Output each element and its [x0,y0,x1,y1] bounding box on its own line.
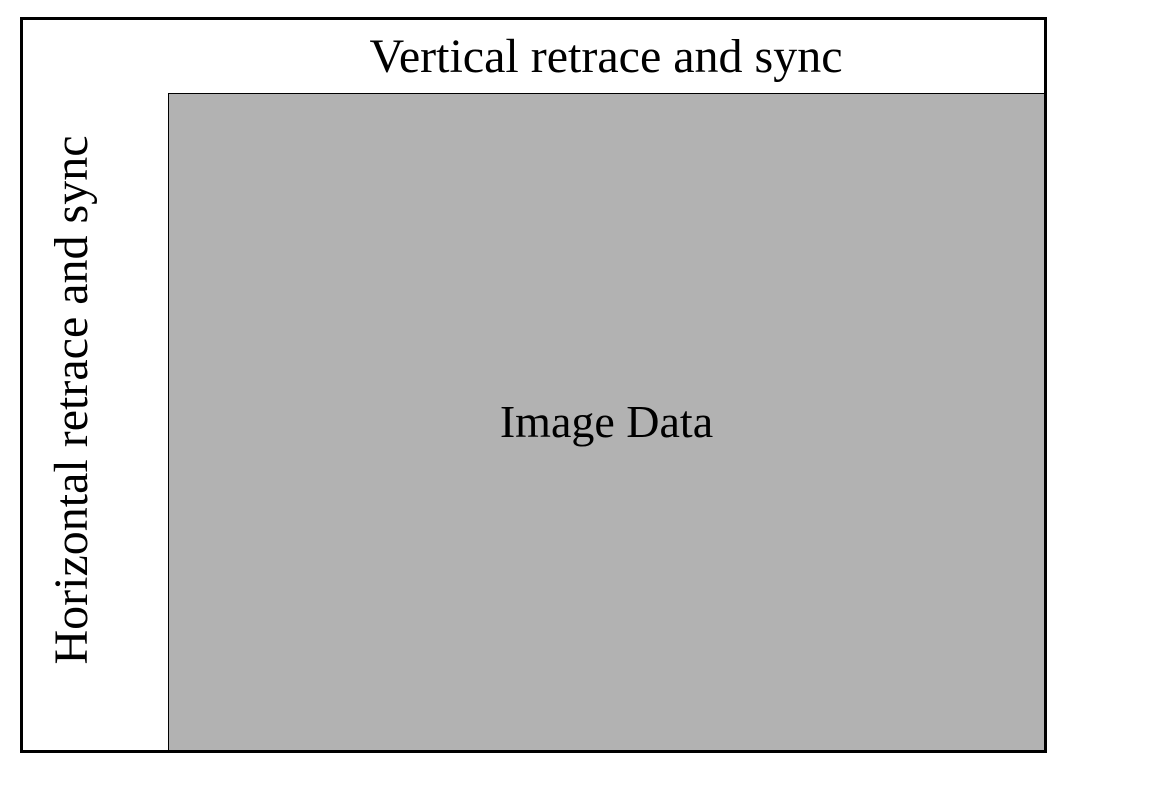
image-data-label: Image Data [499,396,714,447]
horizontal-retrace-label: Horizontal retrace and sync [45,135,98,665]
frame-diagram: Vertical retrace and sync Image Data [20,17,1047,753]
vertical-retrace-label: Vertical retrace and sync [369,29,843,83]
image-data-region: Image Data [168,93,1044,750]
